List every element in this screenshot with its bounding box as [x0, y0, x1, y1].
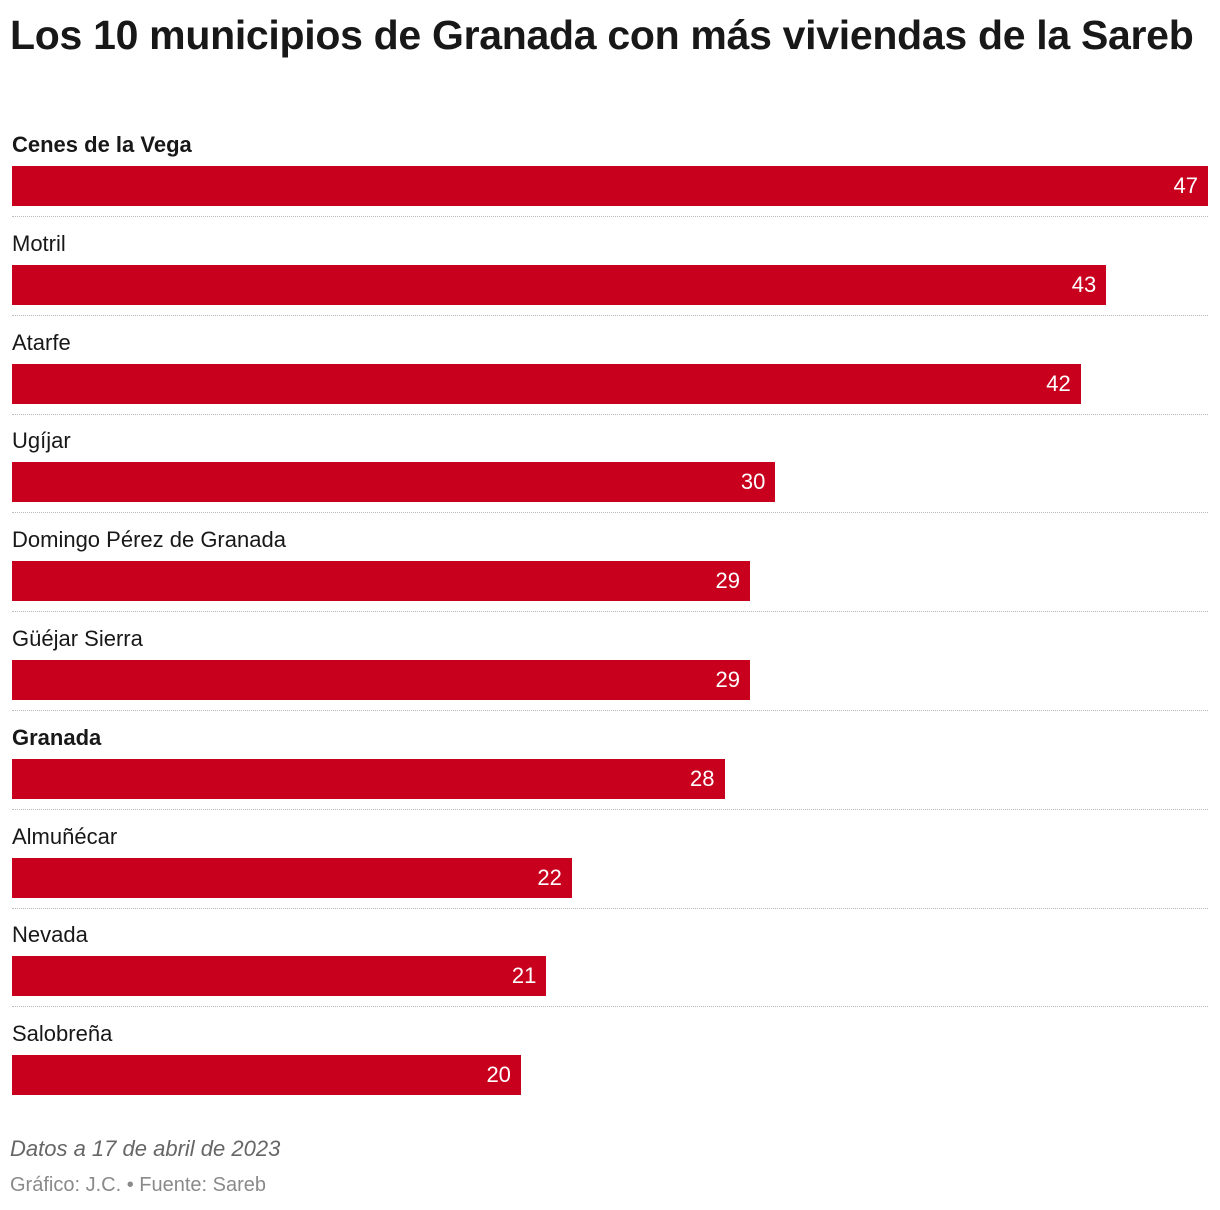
value-label: 29 — [715, 667, 740, 692]
bar: 20 — [12, 1055, 521, 1096]
value-label: 22 — [537, 864, 562, 890]
category-label: Güéjar Sierra — [12, 626, 143, 651]
bar-row: Güéjar Sierra 29 — [12, 624, 1208, 722]
value-label: 42 — [1046, 370, 1071, 396]
category-label: Nevada — [12, 922, 88, 948]
bar: 28 — [12, 758, 725, 799]
row-divider — [12, 216, 1208, 217]
bar: 29 — [12, 561, 750, 602]
category-label: Ugíjar — [12, 428, 71, 454]
category-label: Motril — [12, 230, 66, 256]
category-label: Salobreña — [12, 1021, 113, 1047]
bar: 43 — [12, 264, 1107, 305]
chart-title: Los 10 municipios de Granada con más viv… — [10, 12, 1194, 58]
bar-row: Cenes de la Vega 47 — [12, 130, 1208, 228]
bar-row: Almuñécar 22 — [12, 822, 1208, 920]
category-label: Atarfe — [12, 329, 71, 355]
row-divider — [12, 808, 1208, 810]
value-label: 47 — [1173, 173, 1198, 198]
row-divider — [12, 314, 1208, 316]
value-label: 29 — [715, 568, 740, 594]
value-label: 43 — [1071, 271, 1097, 297]
row-divider — [12, 413, 1208, 415]
bar-row: Ugíjar 30 — [12, 426, 1208, 524]
bar: 22 — [12, 857, 572, 898]
row-divider — [12, 512, 1208, 514]
bar: 42 — [12, 363, 1081, 404]
bar: 30 — [12, 462, 776, 503]
bar: 47 — [12, 166, 1208, 206]
bar-row: Domingo Pérez de Granada 29 — [12, 525, 1208, 623]
value-label: 28 — [690, 765, 715, 791]
category-label: Cenes de la Vega — [12, 132, 192, 157]
data-date-note: Datos a 17 de abril de 2023 — [10, 1136, 281, 1161]
row-divider — [12, 1006, 1208, 1008]
bar-row: Atarfe 42 — [12, 328, 1208, 426]
bar-row: Salobreña 20 — [12, 1019, 1208, 1117]
chart-credit: Gráfico: J.C. • Fuente: Sareb — [10, 1174, 266, 1196]
bar-row: Motril 43 — [12, 229, 1208, 327]
value-label: 20 — [486, 1062, 511, 1088]
bar-row: Granada 28 — [12, 723, 1208, 821]
row-divider — [12, 710, 1208, 711]
bar: 21 — [12, 956, 547, 997]
value-label: 30 — [740, 469, 766, 495]
category-label: Granada — [12, 724, 102, 750]
row-divider — [12, 907, 1208, 909]
bar-row: Nevada 21 — [12, 920, 1208, 1018]
value-label: 21 — [511, 963, 537, 989]
row-divider — [12, 611, 1208, 613]
bar: 29 — [12, 660, 750, 700]
category-label: Almuñécar — [12, 823, 118, 849]
category-label: Domingo Pérez de Granada — [12, 527, 286, 553]
